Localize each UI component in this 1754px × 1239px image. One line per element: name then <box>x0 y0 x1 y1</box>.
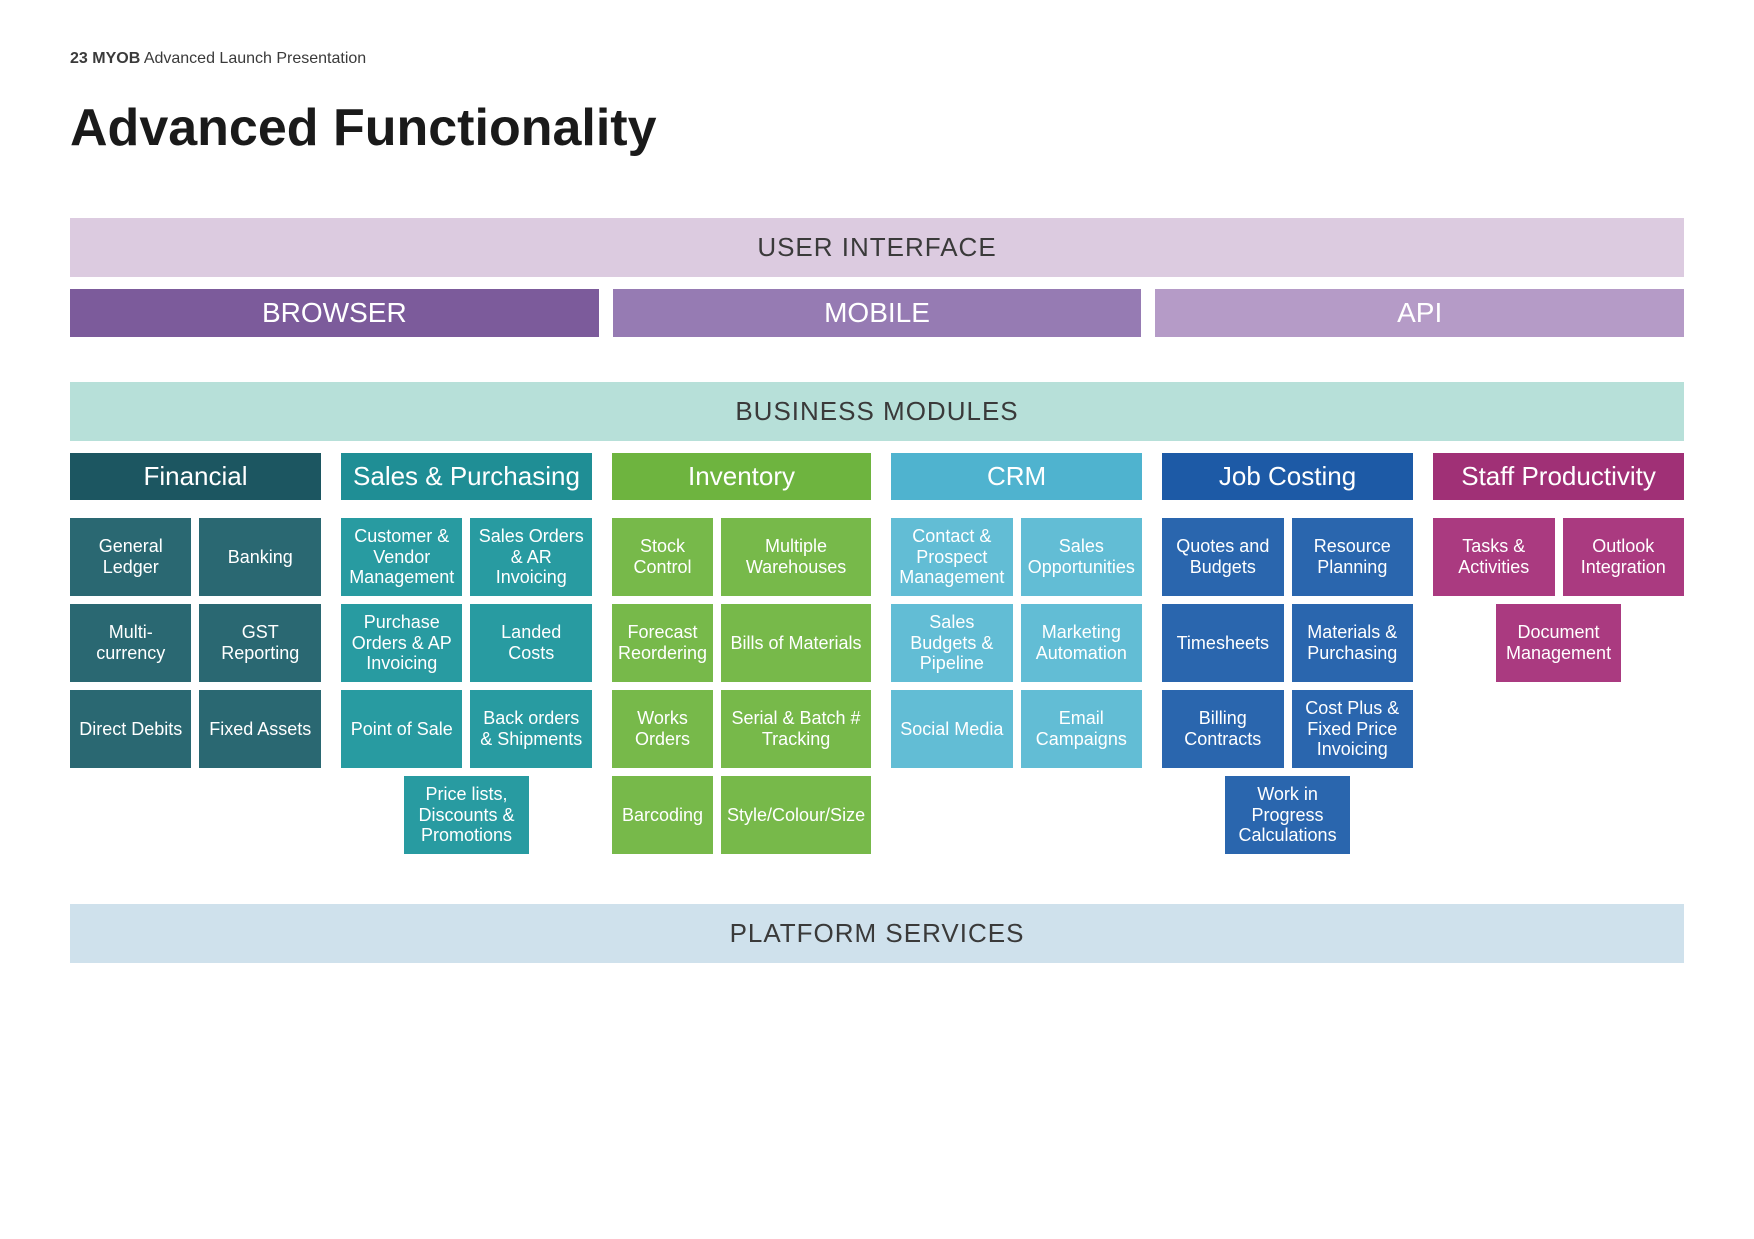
module-tile: Fixed Assets <box>199 690 321 768</box>
page-title: Advanced Functionality <box>70 98 1684 158</box>
module-tile: Marketing Automation <box>1021 604 1143 682</box>
module-tile: Cost Plus & Fixed Price Invoicing <box>1292 690 1414 768</box>
ui-channel-api: API <box>1155 289 1684 337</box>
module-grid: Contact & Prospect ManagementSales Oppor… <box>891 518 1142 768</box>
module-grid: Stock ControlMultiple WarehousesForecast… <box>612 518 871 854</box>
module-sales-purchasing: Sales & Purchasing Customer & Vendor Mana… <box>341 453 592 854</box>
module-grid: Tasks & ActivitiesOutlook Integration Doc… <box>1433 518 1684 682</box>
module-header: Job Costing <box>1162 453 1413 500</box>
module-tile: Multiple Warehouses <box>721 518 871 596</box>
doc-subtitle: Advanced Launch Presentation <box>144 50 366 67</box>
module-tile: Back orders & Shipments <box>470 690 592 768</box>
module-tile-extra: Document Management <box>1496 604 1621 682</box>
module-grid: General LedgerBankingMulti-currencyGST R… <box>70 518 321 768</box>
document-header: 23 MYOB Advanced Launch Presentation <box>70 50 1684 68</box>
module-tile: Purchase Orders & AP Invoicing <box>341 604 462 682</box>
user-interface-bar: USER INTERFACE <box>70 218 1684 277</box>
module-tile: GST Reporting <box>199 604 321 682</box>
module-tile: Barcoding <box>612 776 713 854</box>
module-tile: Point of Sale <box>341 690 462 768</box>
module-tile: Sales Orders & AR Invoicing <box>470 518 592 596</box>
module-tile: Resource Planning <box>1292 518 1414 596</box>
module-tile: Banking <box>199 518 321 596</box>
module-tile: Direct Debits <box>70 690 191 768</box>
module-inventory: Inventory Stock ControlMultiple Warehouse… <box>612 453 871 854</box>
ui-channels-row: BROWSER MOBILE API <box>70 289 1684 337</box>
ui-channel-mobile: MOBILE <box>613 289 1142 337</box>
module-tile: Works Orders <box>612 690 713 768</box>
module-tile: Quotes and Budgets <box>1162 518 1283 596</box>
module-tile: Outlook Integration <box>1563 518 1685 596</box>
ui-channel-browser: BROWSER <box>70 289 599 337</box>
platform-services-bar: PLATFORM SERVICES <box>70 904 1684 963</box>
module-job-costing: Job Costing Quotes and BudgetsResource Pl… <box>1162 453 1413 854</box>
module-header: Financial <box>70 453 321 500</box>
module-tile: Stock Control <box>612 518 713 596</box>
module-tile: Timesheets <box>1162 604 1283 682</box>
module-tile: Tasks & Activities <box>1433 518 1554 596</box>
module-tile-extra: Price lists, Discounts & Promotions <box>404 776 529 854</box>
module-tile: Multi-currency <box>70 604 191 682</box>
module-tile: Email Campaigns <box>1021 690 1143 768</box>
module-header: Sales & Purchasing <box>341 453 592 500</box>
brand-label: MYOB <box>92 50 140 67</box>
module-staff-productivity: Staff Productivity Tasks & ActivitiesOutl… <box>1433 453 1684 682</box>
page-number: 23 <box>70 50 88 67</box>
module-tile: Customer & Vendor Management <box>341 518 462 596</box>
module-grid: Quotes and BudgetsResource PlanningTimes… <box>1162 518 1413 854</box>
module-tile: Materials & Purchasing <box>1292 604 1414 682</box>
module-tile: General Ledger <box>70 518 191 596</box>
module-header: Inventory <box>612 453 871 500</box>
module-tile: Landed Costs <box>470 604 592 682</box>
module-header: Staff Productivity <box>1433 453 1684 500</box>
module-tile: Contact & Prospect Management <box>891 518 1012 596</box>
module-grid: Customer & Vendor ManagementSales Orders… <box>341 518 592 854</box>
module-tile: Sales Budgets & Pipeline <box>891 604 1012 682</box>
module-tile: Social Media <box>891 690 1012 768</box>
module-crm: CRM Contact & Prospect ManagementSales Op… <box>891 453 1142 768</box>
module-tile: Serial & Batch # Tracking <box>721 690 871 768</box>
module-tile: Forecast Reordering <box>612 604 713 682</box>
module-tile: Style/Colour/Size <box>721 776 871 854</box>
module-header: CRM <box>891 453 1142 500</box>
modules-row: Financial General LedgerBankingMulti-curr… <box>70 453 1684 854</box>
module-tile: Bills of Materials <box>721 604 871 682</box>
business-modules-bar: BUSINESS MODULES <box>70 382 1684 441</box>
module-financial: Financial General LedgerBankingMulti-curr… <box>70 453 321 768</box>
module-tile: Sales Opportunities <box>1021 518 1143 596</box>
module-tile: Billing Contracts <box>1162 690 1283 768</box>
module-tile-extra: Work in Progress Calculations <box>1225 776 1350 854</box>
